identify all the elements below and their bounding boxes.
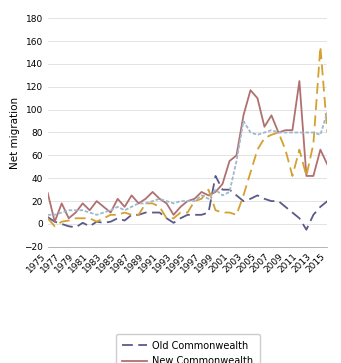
Legend: Old Commonwealth, New Commonwealth, EU, Other: Old Commonwealth, New Commonwealth, EU, …: [116, 334, 260, 363]
Y-axis label: Net migration: Net migration: [10, 97, 20, 168]
